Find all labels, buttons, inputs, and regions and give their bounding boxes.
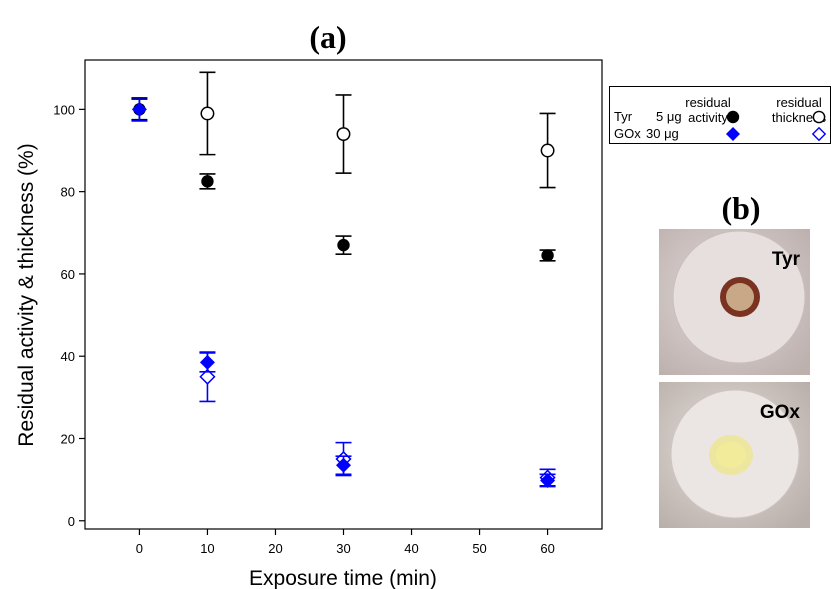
marker-diamond-filled (336, 457, 351, 473)
data-point (131, 97, 148, 122)
data-point (335, 235, 352, 255)
legend-header-thickness: residual thickness (754, 95, 830, 125)
x-tick-label: 30 (336, 541, 350, 556)
marker-circle-open (200, 106, 215, 121)
y-axis-label: Residual activity & thickness (%) (15, 143, 38, 446)
tyr-disc-image (659, 229, 810, 375)
data-point (539, 112, 556, 189)
legend-row-gox-enzyme: GOx (614, 126, 641, 141)
photo-tyr: Tyr (659, 229, 810, 375)
y-axis: 0 20 40 60 80 100 (53, 102, 85, 529)
legend-tyr-thickness-marker (812, 110, 826, 124)
legend-row-tyr-enzyme: Tyr (614, 109, 633, 124)
marker-circle-open (336, 127, 351, 142)
y-tick-label: 0 (68, 514, 75, 529)
legend-header-activity-line1: residual (685, 95, 731, 110)
y-tick-label: 100 (53, 102, 75, 117)
data-point (199, 352, 216, 373)
y-tick-label: 20 (61, 431, 75, 446)
marker-diamond-filled (131, 101, 147, 117)
marker-diamond-filled (540, 472, 556, 488)
x-tick-label: 40 (404, 541, 418, 556)
x-axis: 0 10 20 30 40 50 60 (136, 529, 555, 556)
x-tick-label: 60 (540, 541, 554, 556)
data-point (539, 249, 556, 262)
panel-a-label: (a) (309, 19, 346, 55)
marker-circle-filled (201, 175, 214, 188)
gox-disc-image (659, 382, 810, 528)
panel-b-label: (b) (721, 190, 760, 226)
marker-circle-filled (337, 238, 350, 252)
y-tick-label: 60 (61, 267, 75, 282)
legend-header-thickness-line1: residual (776, 95, 822, 110)
x-axis-label: Exposure time (min) (249, 567, 437, 589)
data-point (199, 71, 216, 156)
marker-circle-open (540, 143, 555, 158)
legend-gox-thickness-marker (811, 126, 827, 142)
legend-row-gox-amount: 30 μg (646, 126, 679, 141)
y-tick-label: 80 (61, 185, 75, 200)
photo-gox-label: GOx (759, 402, 800, 423)
legend-row-tyr-amount: 5 μg (656, 109, 682, 124)
legend-header-activity-line2: activity (688, 110, 728, 125)
x-tick-label: 20 (268, 541, 282, 556)
data-point (335, 455, 352, 476)
legend-gox-activity-marker (726, 127, 740, 141)
x-tick-label: 10 (200, 541, 214, 556)
data-point (199, 173, 216, 190)
photo-gox: GOx (659, 382, 810, 528)
marker-diamond-filled (199, 354, 215, 370)
data-point (539, 472, 556, 488)
x-tick-label: 0 (136, 541, 143, 556)
y-tick-label: 40 (61, 349, 75, 364)
legend: residual activity residual thickness Tyr… (609, 86, 831, 144)
photo-tyr-label: Tyr (771, 249, 800, 270)
legend-tyr-activity-marker (726, 110, 740, 124)
data-marks (131, 71, 556, 488)
marker-circle-filled (541, 249, 554, 262)
x-tick-label: 50 (472, 541, 486, 556)
legend-header-activity: residual activity (668, 95, 748, 125)
marker-diamond-open (199, 368, 216, 385)
data-point (335, 94, 352, 174)
legend-header-thickness-line2: thickness (771, 110, 827, 125)
